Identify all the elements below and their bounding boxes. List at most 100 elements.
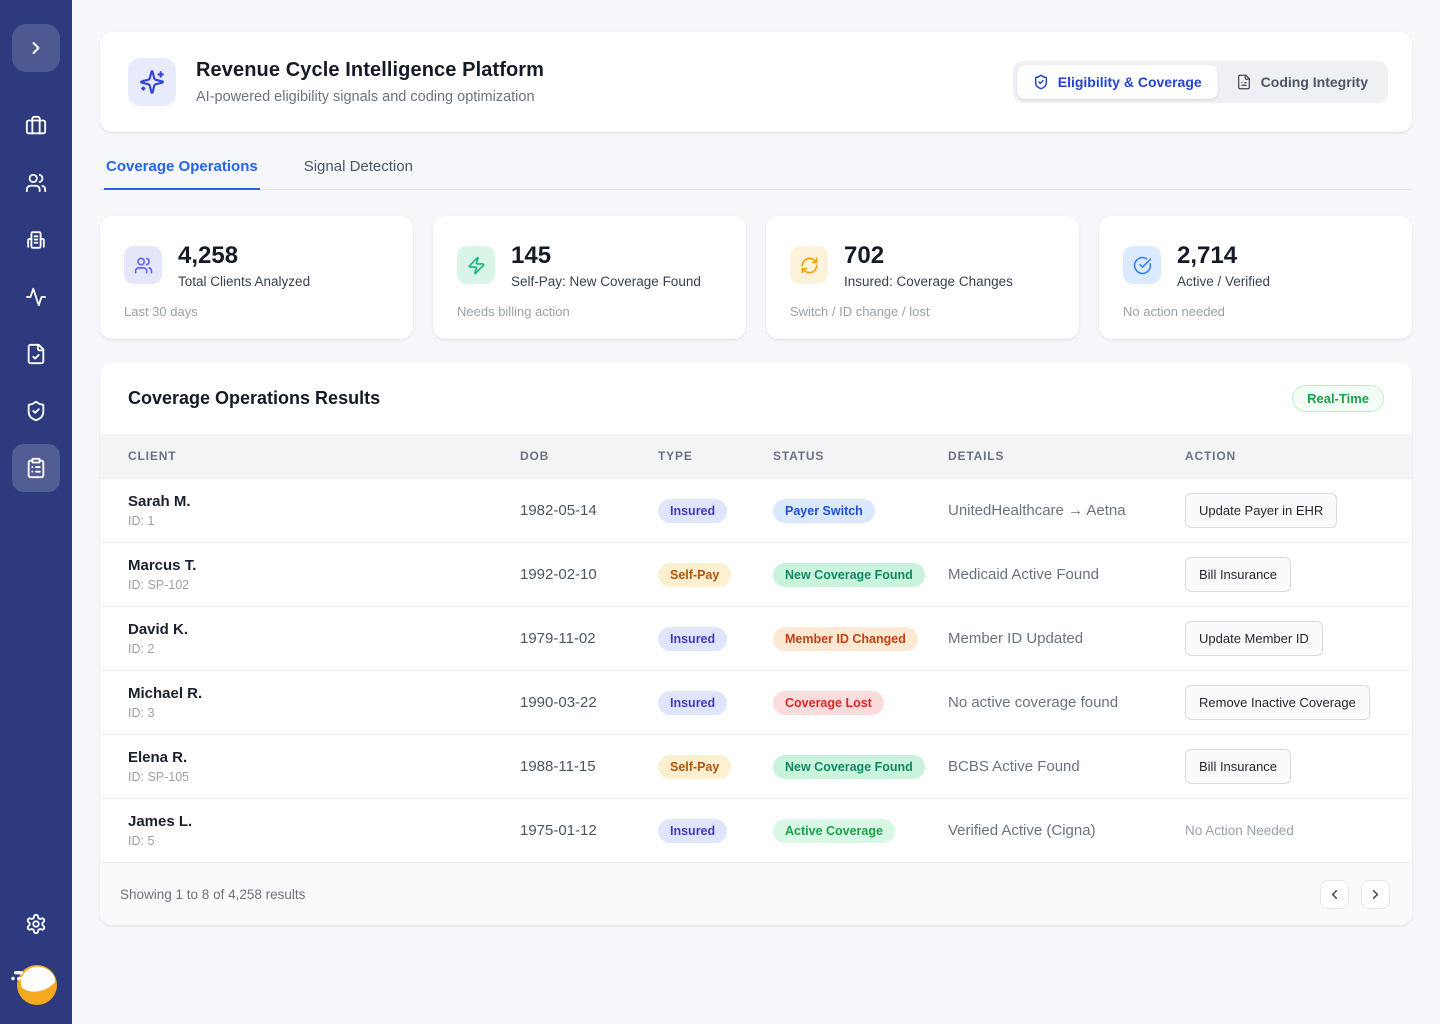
file-check-icon xyxy=(25,343,47,365)
client-id: ID: 1 xyxy=(128,514,155,528)
previous-page-button[interactable] xyxy=(1320,879,1349,909)
tab-coverage-operations[interactable]: Coverage Operations xyxy=(104,150,260,190)
chevron-right-icon xyxy=(1368,887,1383,902)
dob-value: 1990-03-22 xyxy=(520,694,597,711)
table-row: David K. ID: 2 1979-11-02 Insured Member… xyxy=(100,606,1412,670)
shield-check-icon xyxy=(25,400,47,422)
toggle-label: Eligibility & Coverage xyxy=(1057,74,1202,90)
type-badge: Self-Pay xyxy=(658,754,732,779)
toggle-label: Coding Integrity xyxy=(1260,74,1368,90)
type-badge: Insured xyxy=(658,690,728,715)
coding-integrity-toggle[interactable]: Coding Integrity xyxy=(1220,65,1384,99)
column-header-type: Type xyxy=(658,449,693,463)
stat-value: 145 xyxy=(511,242,552,269)
next-page-button[interactable] xyxy=(1361,879,1390,909)
dob-value: 1982-05-14 xyxy=(520,502,597,519)
file-icon xyxy=(1236,74,1252,90)
settings-gear-icon xyxy=(25,913,47,935)
stat-cards: 4,258 Total Clients Analyzed Last 30 day… xyxy=(100,216,1412,339)
sidebar-item-file-check[interactable] xyxy=(12,330,60,378)
stat-label: Insured: Coverage Changes xyxy=(844,274,1013,289)
details-text: Member ID Updated xyxy=(948,630,1084,647)
tab-bar: Coverage Operations Signal Detection xyxy=(100,150,1412,190)
column-header-action: Action xyxy=(1185,449,1237,463)
table-footer: Showing 1 to 8 of 4,258 results xyxy=(100,862,1412,925)
details-text: BCBS Active Found xyxy=(948,758,1080,775)
sidebar xyxy=(0,0,72,1024)
stat-label: Self-Pay: New Coverage Found xyxy=(511,274,701,289)
stat-value: 2,714 xyxy=(1177,242,1238,269)
sidebar-item-fax[interactable] xyxy=(12,216,60,264)
sidebar-item-clients[interactable] xyxy=(12,159,60,207)
client-id: ID: 2 xyxy=(128,642,155,656)
client-name: Michael R. xyxy=(128,685,203,702)
clipboard-list-icon xyxy=(25,457,47,479)
realtime-badge: Real-Time xyxy=(1292,385,1384,412)
page-header: Revenue Cycle Intelligence Platform AI-p… xyxy=(100,32,1412,132)
details-text: Medicaid Active Found xyxy=(948,566,1099,583)
sidebar-item-coverage-operations[interactable] xyxy=(12,444,60,492)
table-row: Michael R. ID: 3 1990-03-22 Insured Cove… xyxy=(100,670,1412,734)
client-name: Elena R. xyxy=(128,749,188,766)
column-header-status: Status xyxy=(773,449,825,463)
results-title: Coverage Operations Results xyxy=(128,388,381,408)
row-action-button[interactable]: Bill Insurance xyxy=(1185,557,1292,592)
sidebar-item-briefcase[interactable] xyxy=(12,102,60,150)
stat-value: 4,258 xyxy=(178,242,239,269)
type-badge: Insured xyxy=(658,626,728,651)
client-name: David K. xyxy=(128,621,189,638)
circle-check-icon xyxy=(1123,246,1161,284)
details-text: Verified Active (Cigna) xyxy=(948,822,1096,839)
client-name: James L. xyxy=(128,813,193,830)
main-content: Revenue Cycle Intelligence Platform AI-p… xyxy=(72,0,1440,1024)
details-text: No active coverage found xyxy=(948,694,1119,711)
activity-icon xyxy=(25,286,47,308)
client-name: Sarah M. xyxy=(128,493,191,510)
client-id: ID: SP-102 xyxy=(128,578,190,592)
briefcase-icon xyxy=(25,115,47,137)
status-badge: Active Coverage xyxy=(773,818,895,843)
dob-value: 1992-02-10 xyxy=(520,566,597,583)
status-badge: Coverage Lost xyxy=(773,690,884,715)
pagination xyxy=(1320,879,1390,909)
refresh-icon xyxy=(790,246,828,284)
stat-label: Active / Verified xyxy=(1177,274,1271,289)
results-card: Coverage Operations Results Real-Time Cl… xyxy=(100,363,1412,925)
client-name: Marcus T. xyxy=(128,557,197,574)
sidebar-collapse-button[interactable] xyxy=(12,24,60,72)
stat-footnote: Switch / ID change / lost xyxy=(790,304,930,319)
type-badge: Insured xyxy=(658,818,728,843)
users-icon xyxy=(25,172,47,194)
sidebar-item-shield[interactable] xyxy=(12,387,60,435)
stat-card-active-verified: 2,714 Active / Verified No action needed xyxy=(1099,216,1412,339)
stat-footnote: No action needed xyxy=(1123,304,1225,319)
row-action-button[interactable]: Update Payer in EHR xyxy=(1185,493,1338,528)
column-header-client: Client xyxy=(128,449,177,463)
dob-value: 1979-11-02 xyxy=(520,630,596,647)
details-text: UnitedHealthcare → Aetna xyxy=(948,502,1126,519)
status-badge: New Coverage Found xyxy=(773,562,925,587)
stat-card-insured-changes: 702 Insured: Coverage Changes Switch / I… xyxy=(766,216,1079,339)
type-badge: Self-Pay xyxy=(658,562,732,587)
column-header-dob: DOB xyxy=(520,449,550,463)
mode-toggle-group: Eligibility & Coverage Coding Integrity xyxy=(1012,61,1388,103)
eligibility-coverage-toggle[interactable]: Eligibility & Coverage xyxy=(1016,65,1218,99)
table-row: Elena R. ID: SP-105 1988-11-15 Self-Pay … xyxy=(100,734,1412,798)
sidebar-item-activity[interactable] xyxy=(12,273,60,321)
sidebar-item-settings[interactable] xyxy=(12,900,60,948)
dob-value: 1988-11-15 xyxy=(520,758,596,775)
status-badge: New Coverage Found xyxy=(773,754,925,779)
zap-icon xyxy=(457,246,495,284)
row-action-button[interactable]: Update Member ID xyxy=(1185,621,1323,656)
stat-footnote: Needs billing action xyxy=(457,304,570,319)
client-id: ID: SP-105 xyxy=(128,770,190,784)
sparkles-app-icon xyxy=(128,58,176,106)
tab-signal-detection[interactable]: Signal Detection xyxy=(303,158,413,175)
table-header-row: Client DOB Type Status Details Action xyxy=(100,434,1412,478)
row-action-button[interactable]: Bill Insurance xyxy=(1185,749,1292,784)
users-icon xyxy=(124,246,162,284)
row-action-button[interactable]: Remove Inactive Coverage xyxy=(1185,685,1370,720)
status-badge: Payer Switch xyxy=(773,498,875,523)
page-title: Revenue Cycle Intelligence Platform xyxy=(196,59,545,81)
stat-value: 702 xyxy=(844,242,885,269)
